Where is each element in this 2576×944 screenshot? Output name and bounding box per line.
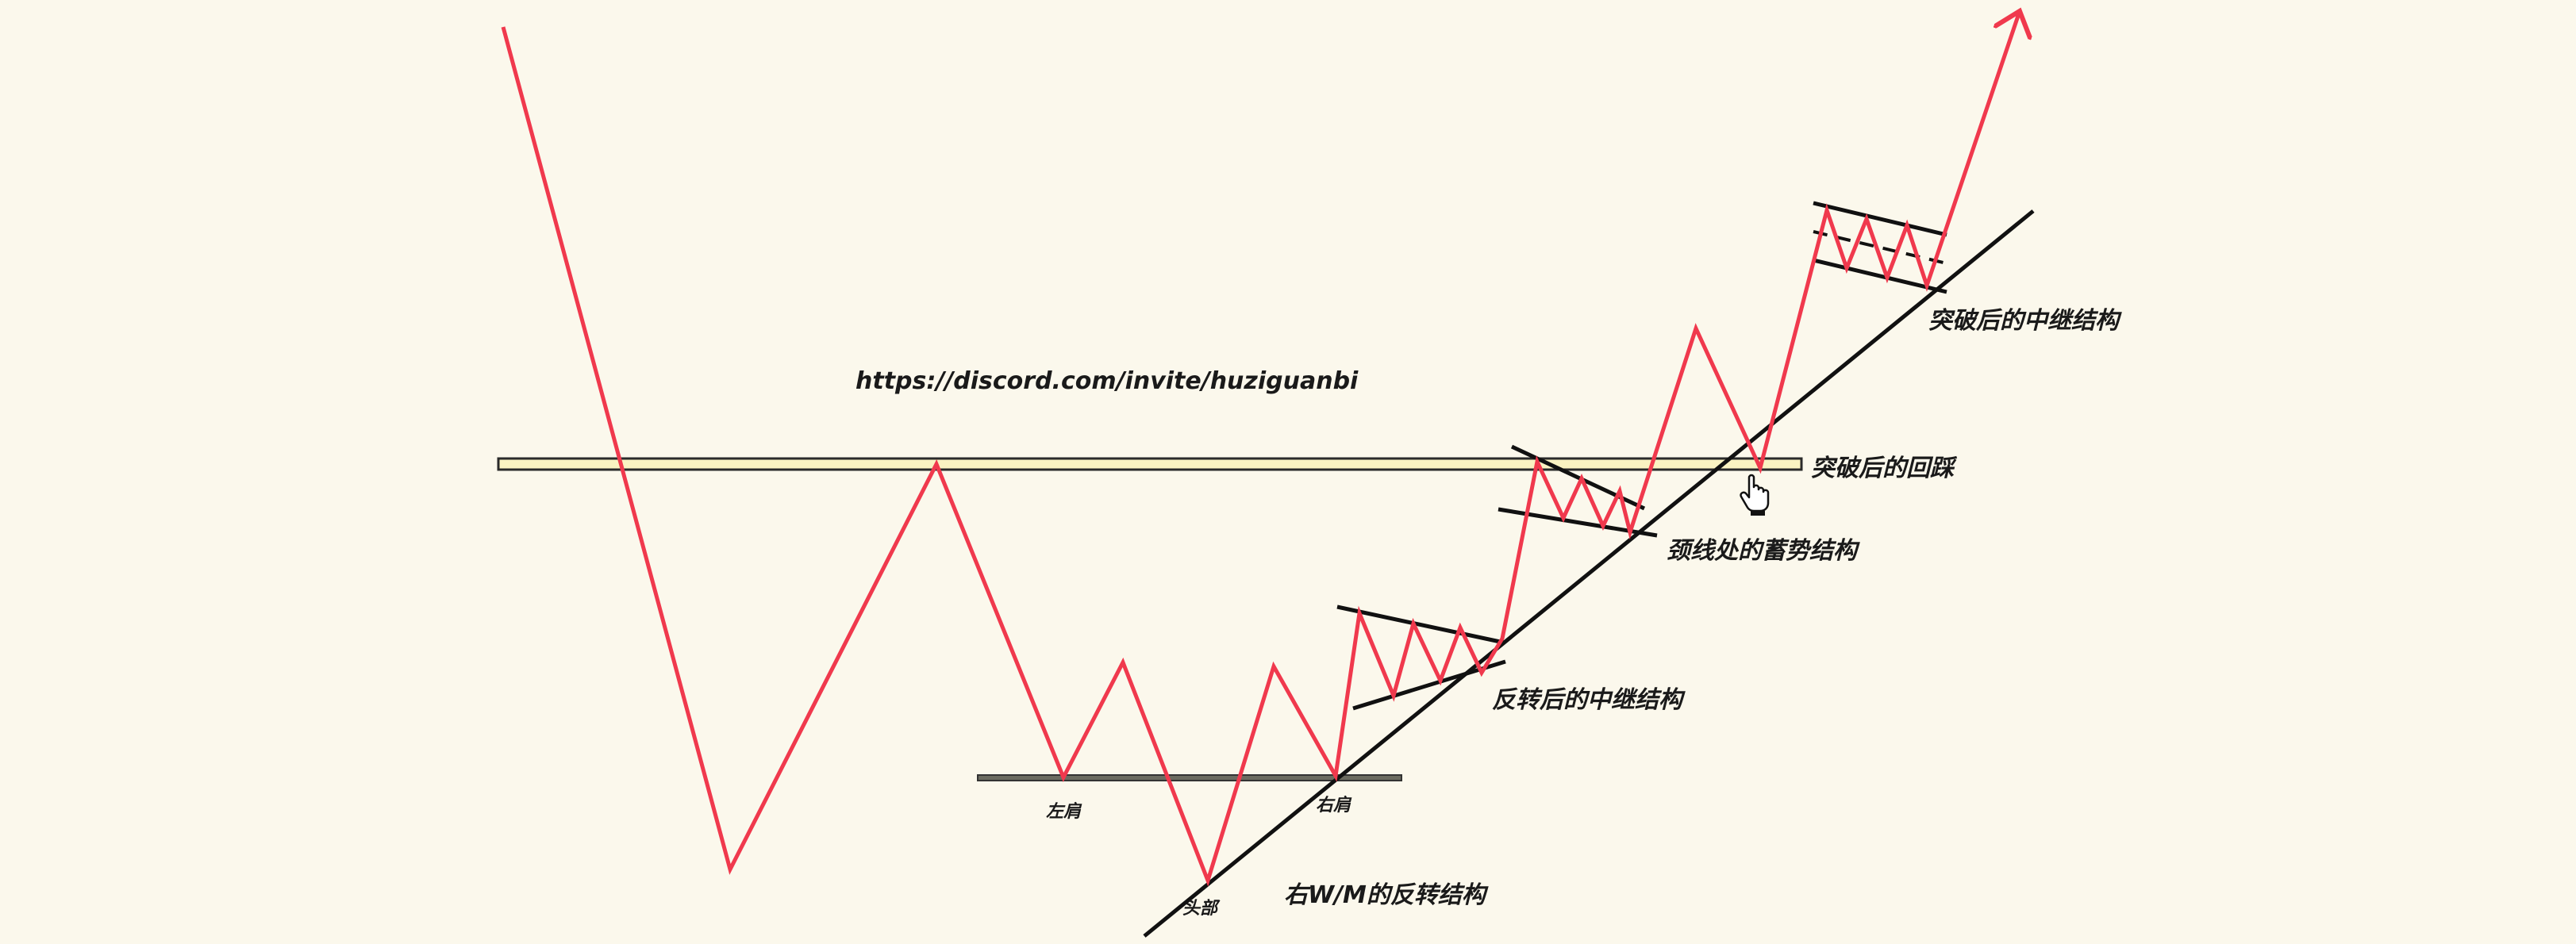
flag-upper-line (1813, 201, 1947, 237)
label-neckline-accumulation: 颈线处的蓄势结构 (1667, 537, 1860, 565)
label-pullback-after-breakout: 突破后的回踩 (1811, 455, 1958, 482)
label-left-shoulder: 左肩 (1046, 801, 1082, 822)
label-reversal-structure: 右W/M的反转结构 (1284, 881, 1489, 909)
base-support-line (977, 774, 1402, 781)
label-head: 头部 (1182, 898, 1221, 919)
discord-url[interactable]: https://discord.com/invite/huziguanbi (855, 367, 1359, 395)
label-relay-after-breakout: 突破后的中继结构 (1928, 307, 2122, 335)
label-relay-after-reversal: 反转后的中继结构 (1492, 686, 1686, 714)
ascending-trendline (1143, 209, 2035, 938)
price-path (501, 11, 2020, 887)
flag-lower-line (1813, 258, 1947, 294)
neckline-band (497, 457, 1803, 471)
relay-upper-line (1336, 604, 1505, 645)
hand-pointer-icon (1740, 474, 1770, 516)
label-right-shoulder: 右肩 (1316, 795, 1352, 815)
